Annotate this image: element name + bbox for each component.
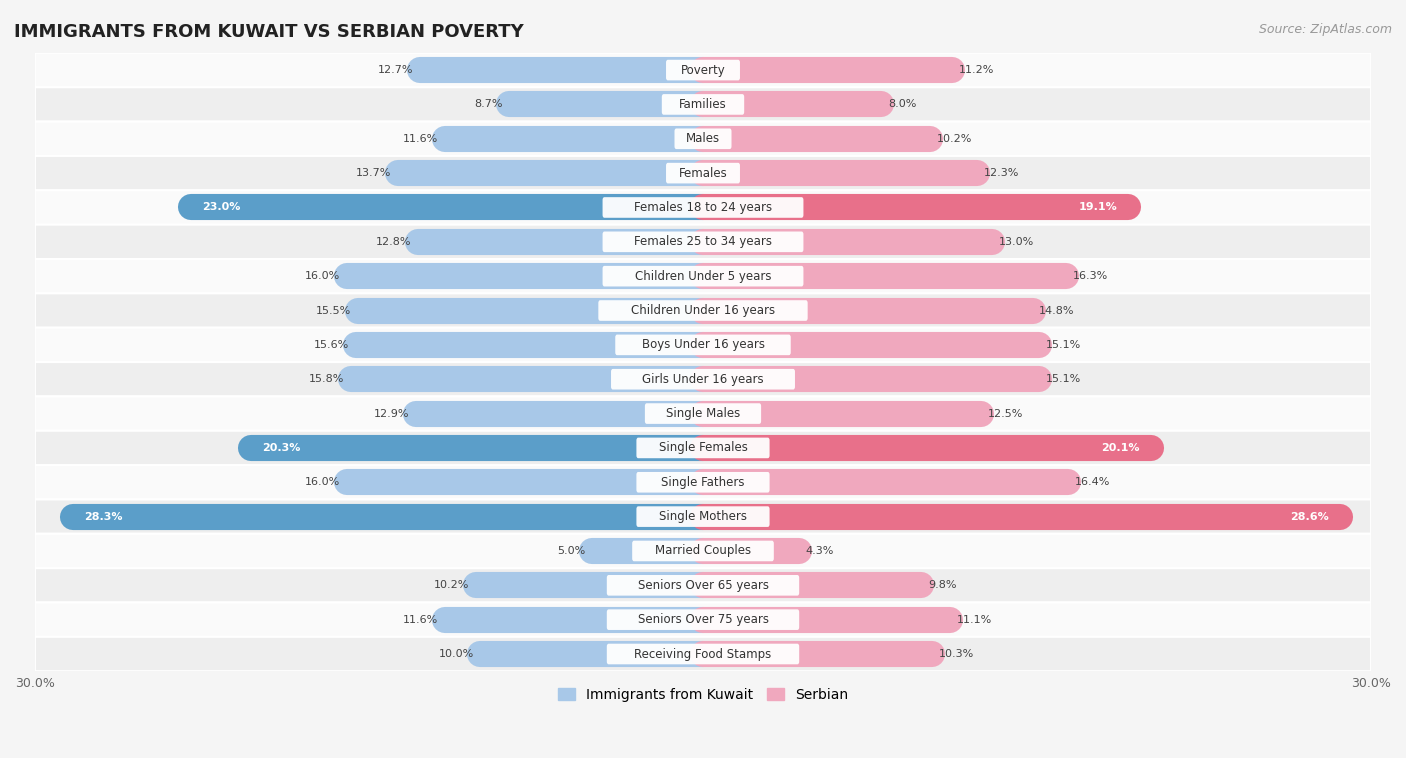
- Text: 11.6%: 11.6%: [402, 133, 439, 144]
- Text: 10.2%: 10.2%: [434, 581, 470, 590]
- Text: 12.9%: 12.9%: [374, 409, 409, 418]
- Text: 5.0%: 5.0%: [557, 546, 585, 556]
- Text: 12.5%: 12.5%: [988, 409, 1024, 418]
- Text: 19.1%: 19.1%: [1078, 202, 1118, 212]
- Text: Married Couples: Married Couples: [655, 544, 751, 557]
- Text: Children Under 16 years: Children Under 16 years: [631, 304, 775, 317]
- FancyBboxPatch shape: [603, 231, 803, 252]
- Text: 12.7%: 12.7%: [378, 65, 413, 75]
- Text: Boys Under 16 years: Boys Under 16 years: [641, 338, 765, 352]
- Text: Single Females: Single Females: [658, 441, 748, 454]
- Text: 16.0%: 16.0%: [305, 478, 340, 487]
- Text: Single Fathers: Single Fathers: [661, 476, 745, 489]
- Text: 20.1%: 20.1%: [1101, 443, 1139, 453]
- Text: Females 25 to 34 years: Females 25 to 34 years: [634, 235, 772, 249]
- Text: 15.1%: 15.1%: [1046, 374, 1081, 384]
- Text: 20.3%: 20.3%: [262, 443, 301, 453]
- Text: IMMIGRANTS FROM KUWAIT VS SERBIAN POVERTY: IMMIGRANTS FROM KUWAIT VS SERBIAN POVERT…: [14, 23, 524, 41]
- Text: Seniors Over 75 years: Seniors Over 75 years: [637, 613, 769, 626]
- FancyBboxPatch shape: [599, 300, 807, 321]
- FancyBboxPatch shape: [35, 603, 1371, 637]
- Text: 16.4%: 16.4%: [1076, 478, 1111, 487]
- Text: 12.8%: 12.8%: [375, 236, 412, 247]
- Text: 11.1%: 11.1%: [957, 615, 993, 625]
- FancyBboxPatch shape: [675, 128, 731, 149]
- Text: Receiving Food Stamps: Receiving Food Stamps: [634, 647, 772, 660]
- Text: 16.3%: 16.3%: [1073, 271, 1108, 281]
- Text: 15.5%: 15.5%: [316, 305, 352, 315]
- FancyBboxPatch shape: [633, 540, 773, 561]
- FancyBboxPatch shape: [35, 156, 1371, 190]
- FancyBboxPatch shape: [35, 431, 1371, 465]
- Text: 28.3%: 28.3%: [84, 512, 122, 522]
- Text: Females 18 to 24 years: Females 18 to 24 years: [634, 201, 772, 214]
- Text: 13.7%: 13.7%: [356, 168, 391, 178]
- Text: Source: ZipAtlas.com: Source: ZipAtlas.com: [1258, 23, 1392, 36]
- Text: Females: Females: [679, 167, 727, 180]
- FancyBboxPatch shape: [35, 293, 1371, 327]
- FancyBboxPatch shape: [35, 259, 1371, 293]
- Text: 4.3%: 4.3%: [806, 546, 834, 556]
- Text: 10.2%: 10.2%: [936, 133, 972, 144]
- FancyBboxPatch shape: [35, 568, 1371, 603]
- FancyBboxPatch shape: [35, 224, 1371, 259]
- FancyBboxPatch shape: [666, 163, 740, 183]
- FancyBboxPatch shape: [637, 472, 769, 493]
- Text: Males: Males: [686, 133, 720, 146]
- FancyBboxPatch shape: [35, 53, 1371, 87]
- Text: 11.6%: 11.6%: [402, 615, 439, 625]
- Text: Single Mothers: Single Mothers: [659, 510, 747, 523]
- Text: 9.8%: 9.8%: [928, 581, 956, 590]
- Text: 14.8%: 14.8%: [1039, 305, 1074, 315]
- FancyBboxPatch shape: [603, 266, 803, 287]
- FancyBboxPatch shape: [612, 369, 794, 390]
- FancyBboxPatch shape: [607, 609, 799, 630]
- FancyBboxPatch shape: [35, 500, 1371, 534]
- FancyBboxPatch shape: [607, 575, 799, 596]
- FancyBboxPatch shape: [35, 396, 1371, 431]
- Legend: Immigrants from Kuwait, Serbian: Immigrants from Kuwait, Serbian: [553, 682, 853, 707]
- Text: 13.0%: 13.0%: [1000, 236, 1035, 247]
- Text: Poverty: Poverty: [681, 64, 725, 77]
- FancyBboxPatch shape: [35, 190, 1371, 224]
- Text: 12.3%: 12.3%: [984, 168, 1019, 178]
- Text: 15.8%: 15.8%: [309, 374, 344, 384]
- Text: Families: Families: [679, 98, 727, 111]
- Text: 16.0%: 16.0%: [305, 271, 340, 281]
- Text: 15.6%: 15.6%: [314, 340, 349, 350]
- Text: 23.0%: 23.0%: [202, 202, 240, 212]
- FancyBboxPatch shape: [35, 362, 1371, 396]
- Text: 15.1%: 15.1%: [1046, 340, 1081, 350]
- FancyBboxPatch shape: [645, 403, 761, 424]
- Text: 28.6%: 28.6%: [1289, 512, 1329, 522]
- FancyBboxPatch shape: [35, 121, 1371, 156]
- FancyBboxPatch shape: [35, 465, 1371, 500]
- Text: Single Males: Single Males: [666, 407, 740, 420]
- Text: Girls Under 16 years: Girls Under 16 years: [643, 373, 763, 386]
- FancyBboxPatch shape: [662, 94, 744, 114]
- Text: Children Under 5 years: Children Under 5 years: [634, 270, 772, 283]
- FancyBboxPatch shape: [637, 506, 769, 527]
- FancyBboxPatch shape: [35, 534, 1371, 568]
- FancyBboxPatch shape: [35, 637, 1371, 671]
- FancyBboxPatch shape: [666, 60, 740, 80]
- FancyBboxPatch shape: [35, 87, 1371, 121]
- Text: 8.7%: 8.7%: [474, 99, 502, 109]
- Text: 8.0%: 8.0%: [887, 99, 917, 109]
- Text: 11.2%: 11.2%: [959, 65, 994, 75]
- Text: 10.0%: 10.0%: [439, 649, 474, 659]
- FancyBboxPatch shape: [637, 437, 769, 459]
- FancyBboxPatch shape: [35, 327, 1371, 362]
- Text: 10.3%: 10.3%: [939, 649, 974, 659]
- Text: Seniors Over 65 years: Seniors Over 65 years: [637, 579, 769, 592]
- FancyBboxPatch shape: [607, 644, 799, 664]
- FancyBboxPatch shape: [616, 334, 790, 356]
- FancyBboxPatch shape: [603, 197, 803, 218]
